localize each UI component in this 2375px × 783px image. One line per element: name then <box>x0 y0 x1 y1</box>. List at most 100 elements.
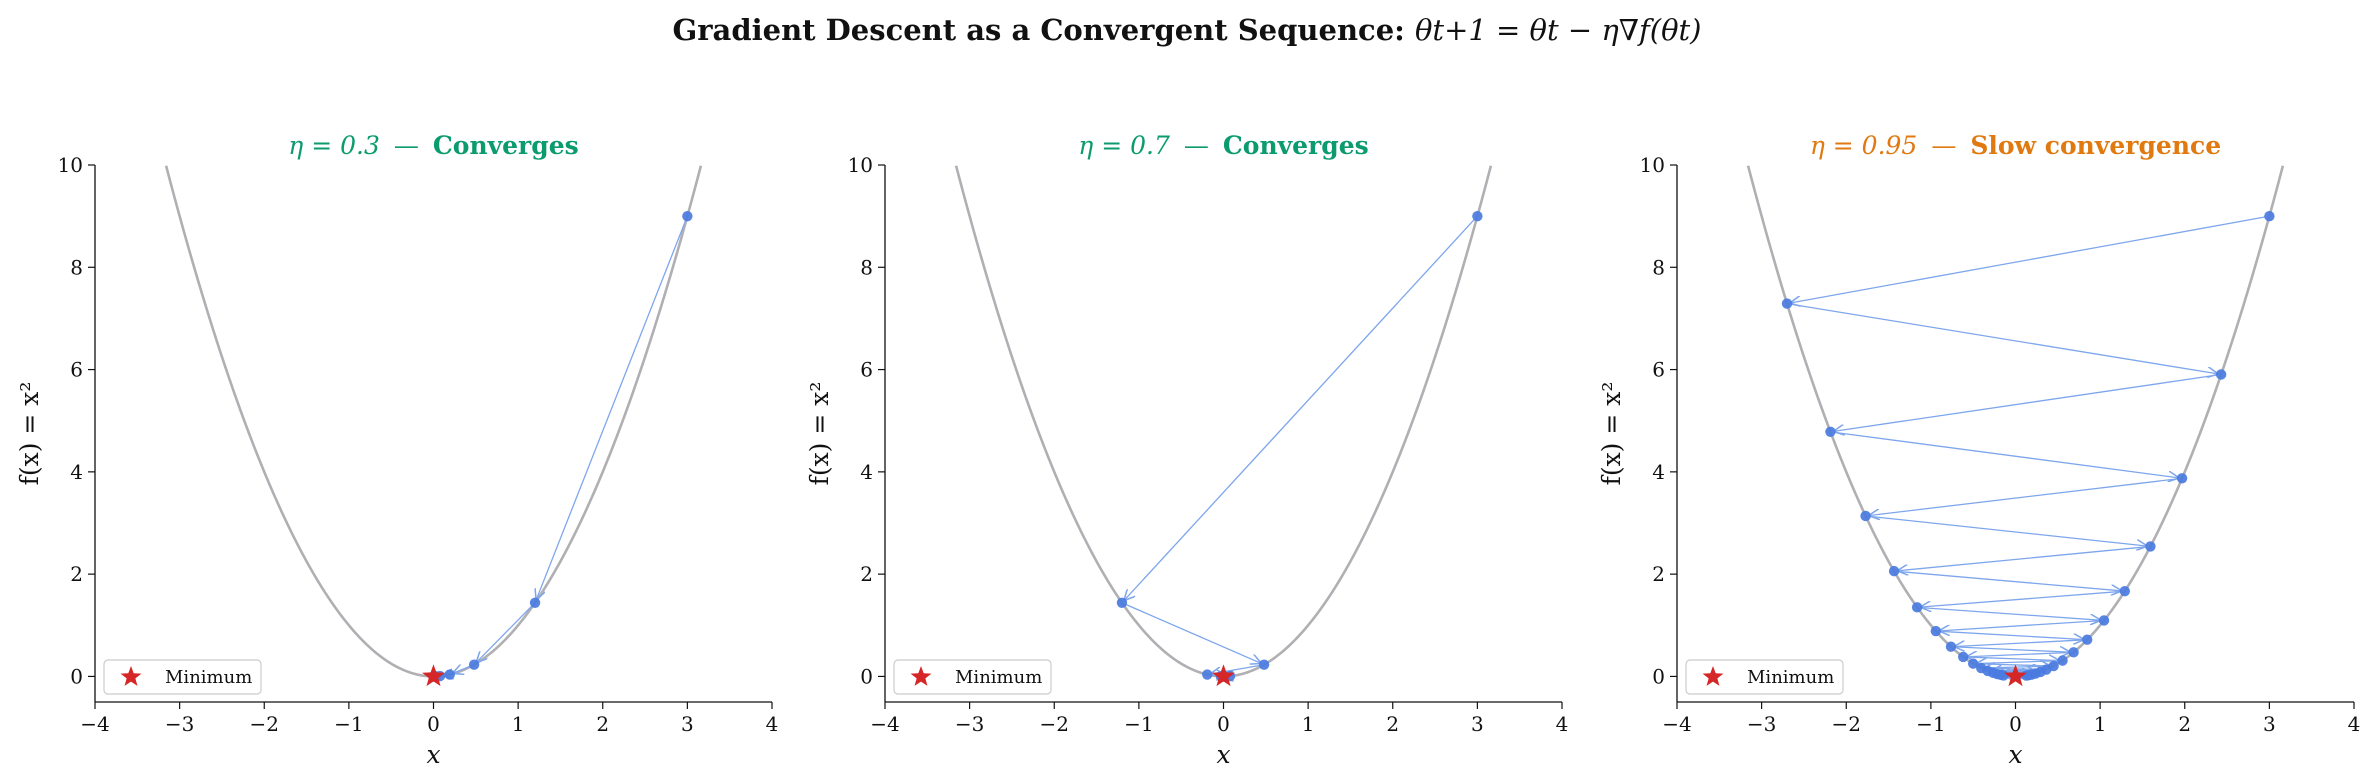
panel-title-eta: η = 0.3 <box>288 131 380 160</box>
panel-title: η = 0.7 — Converges <box>1078 131 1368 160</box>
x-tick-label: 2 <box>2178 712 2191 736</box>
x-tick-label: −4 <box>1662 712 1691 736</box>
chart-panel-2: −4 −3 −2 −1 0 1 2 3 4 0 2 4 6 8 10 x f(x) = x² η = 0.7 — Co… <box>805 131 1568 769</box>
figure-suptitle: Gradient Descent as a Convergent Sequenc… <box>672 13 1701 47</box>
step-arrow <box>1834 374 2218 431</box>
panel-title-separator: — <box>394 131 419 160</box>
y-tick-label: 2 <box>70 562 83 586</box>
y-tick-label: 10 <box>1640 153 1665 177</box>
x-tick-label: 4 <box>1556 712 1569 736</box>
y-tick-label: 4 <box>70 460 83 484</box>
x-tick-label: −1 <box>1124 712 1153 736</box>
step-arrow <box>1940 620 2101 631</box>
step-arrow <box>1921 590 2121 607</box>
minimum-star-marker <box>2004 664 2027 687</box>
iterate-point <box>1472 210 1483 222</box>
iterate-point <box>1998 670 2009 681</box>
panel-title-status: Converges <box>433 131 579 160</box>
iterate-point <box>2264 210 2275 222</box>
y-tick-label: 0 <box>860 664 873 688</box>
iterate-point <box>2057 655 2068 666</box>
step-arrow <box>1870 478 2179 516</box>
y-tick-label: 8 <box>1652 255 1665 279</box>
x-tick-label: 1 <box>512 712 525 736</box>
step-arrow <box>1790 303 2217 374</box>
legend-frame <box>1685 659 1844 695</box>
y-tick-label: 0 <box>70 664 83 688</box>
legend: Minimum <box>103 659 262 695</box>
legend-star-icon <box>120 666 142 686</box>
x-tick-label: 2 <box>596 712 609 736</box>
y-axis-label: f(x) = x² <box>15 382 44 486</box>
y-tick-label: 8 <box>70 255 83 279</box>
y-tick-label: 2 <box>860 562 873 586</box>
legend-star-icon <box>910 666 932 686</box>
iterate-point <box>2215 369 2227 380</box>
x-tick-label: −2 <box>250 712 279 736</box>
suptitle-text: Gradient Descent as a Convergent Sequenc… <box>672 13 1414 47</box>
x-tick-label: 3 <box>2263 712 2276 736</box>
y-tick-label: 2 <box>1652 562 1665 586</box>
iterate-point <box>2119 585 2130 597</box>
panel-title-separator: — <box>1184 131 1209 160</box>
x-axis-label: x <box>1216 740 1230 769</box>
x-axis-label: x <box>426 740 440 769</box>
iterate-point <box>2145 541 2156 552</box>
step-arrow <box>1898 570 2121 590</box>
y-axis-label: f(x) = x² <box>1597 382 1626 486</box>
step-arrow <box>453 666 471 673</box>
iterate-point <box>2068 647 2079 658</box>
y-tick-label: 6 <box>860 358 873 382</box>
loss-curve-line <box>954 165 1493 678</box>
step-arrow <box>1977 661 2059 664</box>
legend-star-icon <box>1702 666 1724 686</box>
iterate-point <box>1967 658 1979 669</box>
panel-title: η = 0.95 — Slow convergence <box>1810 131 2221 160</box>
step-arrow <box>1921 606 2100 621</box>
panel-title-separator: — <box>1931 131 1956 160</box>
panel-title: η = 0.3 — Converges <box>288 131 578 160</box>
step-arrow <box>1898 546 2147 571</box>
x-tick-label: −4 <box>80 712 109 736</box>
step-arrow <box>1967 653 2070 657</box>
x-tick-label: 4 <box>2348 712 2361 736</box>
iterate-point <box>1825 426 1836 438</box>
iterate-point <box>1958 651 1969 663</box>
y-tick-label: 0 <box>1652 664 1665 688</box>
iterate-point <box>1781 298 1793 309</box>
x-axis-label: x <box>2008 740 2022 769</box>
iterate-point <box>1860 510 1871 522</box>
chart-panel-1: −4 −3 −2 −1 0 1 2 3 4 0 2 4 6 8 10 x f(x) = x² η = 0.3 — Co… <box>15 131 778 769</box>
x-tick-label: 3 <box>1471 712 1484 736</box>
step-arrow <box>1977 664 2049 666</box>
y-tick-label: 4 <box>1652 460 1665 484</box>
x-tick-label: 1 <box>2094 712 2107 736</box>
step-arrow <box>1939 630 2083 639</box>
panel-title-status: Converges <box>1223 131 1369 160</box>
x-tick-label: 3 <box>681 712 694 736</box>
iterate-point <box>2176 473 2188 484</box>
x-tick-label: 1 <box>1302 712 1315 736</box>
y-tick-label: 4 <box>860 460 873 484</box>
panel-title-eta: η = 0.7 <box>1078 131 1170 160</box>
panel-title-eta: η = 0.95 <box>1810 131 1917 160</box>
chart-panel-3: −4 −3 −2 −1 0 1 2 3 4 0 2 4 6 8 10 x f(x) = x² η = 0.95 — S… <box>1597 131 2360 769</box>
step-arrow <box>1125 218 1476 600</box>
y-tick-label: 10 <box>848 153 873 177</box>
step-arrow <box>477 605 533 662</box>
x-tick-label: −3 <box>165 712 194 736</box>
x-tick-label: −1 <box>1916 712 1945 736</box>
step-arrow <box>1955 639 2084 647</box>
legend: Minimum <box>893 659 1052 695</box>
y-axis-label: f(x) = x² <box>805 382 834 486</box>
legend-frame <box>893 659 1052 695</box>
iterate-point <box>1258 659 1270 670</box>
iterate-point <box>1945 641 1957 652</box>
legend-label: Minimum <box>955 667 1042 688</box>
step-arrow <box>1834 431 2178 477</box>
x-tick-label: −3 <box>955 712 984 736</box>
iterate-point <box>1116 597 1128 608</box>
legend-label: Minimum <box>165 667 252 688</box>
suptitle-formula: θt+1 = θt − η∇f(θt) <box>1415 13 1702 47</box>
